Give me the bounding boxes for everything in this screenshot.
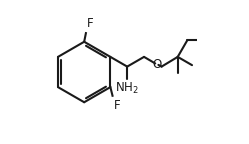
Text: F: F: [114, 99, 120, 112]
Text: O: O: [152, 58, 161, 71]
Text: F: F: [87, 17, 94, 30]
Text: NH$_2$: NH$_2$: [115, 81, 139, 96]
